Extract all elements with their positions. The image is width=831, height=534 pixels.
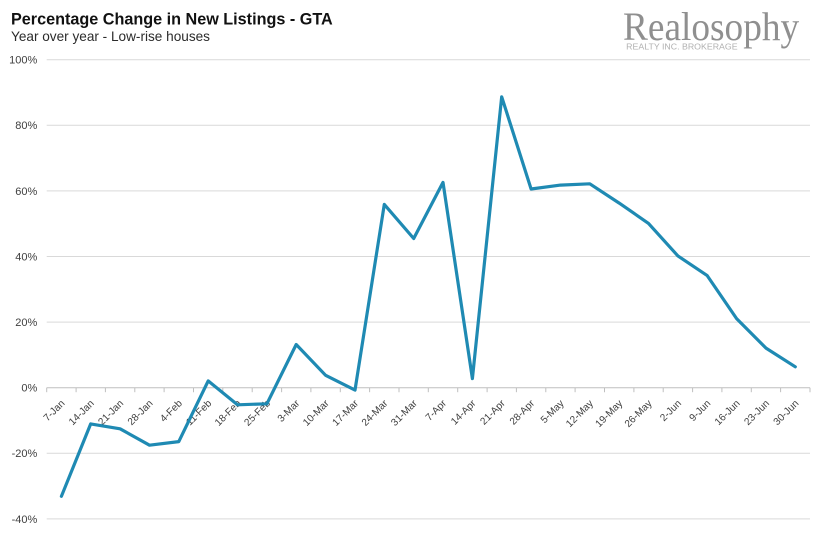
svg-text:80%: 80% [15,120,37,132]
svg-text:40%: 40% [15,251,37,263]
svg-text:REALTY INC. BROKERAGE: REALTY INC. BROKERAGE [626,43,737,52]
svg-text:60%: 60% [15,186,37,198]
svg-text:100%: 100% [9,55,37,67]
svg-text:Year over year - Low-rise hous: Year over year - Low-rise houses [11,29,210,44]
svg-text:-40%: -40% [12,514,38,526]
svg-text:20%: 20% [15,317,37,329]
svg-text:-20%: -20% [12,448,38,460]
svg-text:0%: 0% [21,383,37,395]
svg-text:Percentage Change in New Listi: Percentage Change in New Listings - GTA [11,11,333,29]
svg-text:Realosophy: Realosophy [623,4,800,49]
